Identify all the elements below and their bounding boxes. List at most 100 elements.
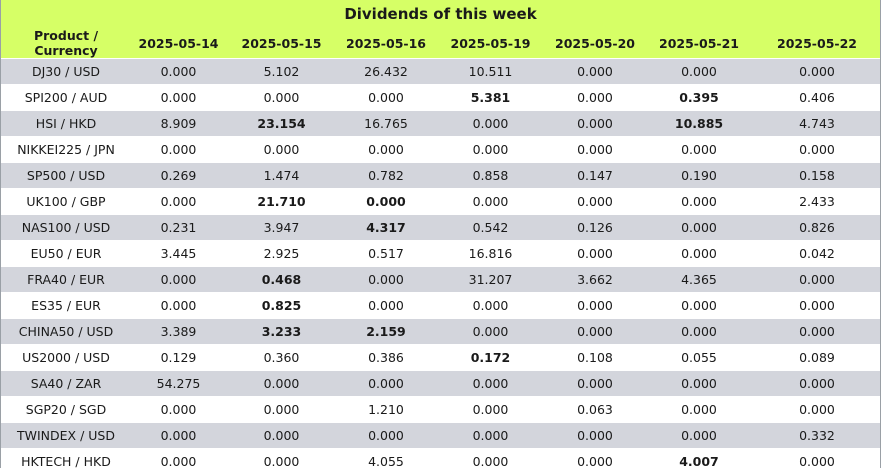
dividend-value-cell: 0.000 (337, 137, 435, 163)
product-cell: CHINA50 / USD (1, 319, 131, 345)
dividend-value-cell: 0.231 (131, 215, 226, 241)
dividend-value-cell: 0.000 (435, 397, 546, 423)
dividend-value-cell: 3.233 (226, 319, 337, 345)
dividend-value-cell: 0.386 (337, 345, 435, 371)
dividend-value-cell: 0.000 (131, 189, 226, 215)
dividend-value-cell: 0.000 (337, 189, 435, 215)
dividend-value-cell: 0.000 (435, 111, 546, 137)
dividend-value-cell: 3.389 (131, 319, 226, 345)
dividend-value-cell: 0.468 (226, 267, 337, 293)
dividend-value-cell: 10.885 (644, 111, 754, 137)
dividend-value-cell: 0.360 (226, 345, 337, 371)
dividend-value-cell: 0.147 (546, 163, 644, 189)
dividend-value-cell: 21.710 (226, 189, 337, 215)
dividend-value-cell: 0.000 (754, 59, 880, 85)
dividend-value-cell: 2.433 (754, 189, 880, 215)
dividend-value-cell: 0.000 (337, 423, 435, 449)
dividend-value-cell: 0.000 (131, 59, 226, 85)
product-cell: DJ30 / USD (1, 59, 131, 85)
dividend-value-cell: 0.000 (337, 371, 435, 397)
column-header-date: 2025-05-21 (644, 28, 754, 59)
dividend-value-cell: 0.000 (644, 59, 754, 85)
dividend-value-cell: 0.000 (644, 371, 754, 397)
dividend-value-cell: 5.381 (435, 85, 546, 111)
dividend-value-cell: 0.000 (546, 59, 644, 85)
dividend-value-cell: 2.925 (226, 241, 337, 267)
dividend-value-cell: 3.662 (546, 267, 644, 293)
dividend-value-cell: 0.000 (644, 189, 754, 215)
dividend-value-cell: 4.317 (337, 215, 435, 241)
dividend-value-cell: 0.000 (644, 215, 754, 241)
product-cell: TWINDEX / USD (1, 423, 131, 449)
dividend-value-cell: 4.743 (754, 111, 880, 137)
product-cell: SP500 / USD (1, 163, 131, 189)
dividend-value-cell: 0.000 (644, 293, 754, 319)
dividend-value-cell: 0.825 (226, 293, 337, 319)
dividend-value-cell: 16.816 (435, 241, 546, 267)
dividend-value-cell: 0.000 (226, 423, 337, 449)
column-header-date: 2025-05-16 (337, 28, 435, 59)
dividend-value-cell: 0.858 (435, 163, 546, 189)
product-cell: HKTECH / HKD (1, 449, 131, 474)
dividend-value-cell: 0.395 (644, 85, 754, 111)
dividend-value-cell: 0.332 (754, 423, 880, 449)
dividend-value-cell: 0.000 (754, 267, 880, 293)
dividend-value-cell: 0.406 (754, 85, 880, 111)
dividend-value-cell: 0.000 (435, 137, 546, 163)
dividend-value-cell: 0.000 (337, 85, 435, 111)
page-title: Dividends of this week (1, 0, 880, 28)
dividend-value-cell: 0.517 (337, 241, 435, 267)
dividend-value-cell: 26.432 (337, 59, 435, 85)
product-cell: SGP20 / SGD (1, 397, 131, 423)
dividend-value-cell: 0.000 (546, 85, 644, 111)
dividend-value-cell: 2.159 (337, 319, 435, 345)
dividend-value-cell: 0.172 (435, 345, 546, 371)
column-header-date: 2025-05-14 (131, 28, 226, 59)
dividend-value-cell: 0.089 (754, 345, 880, 371)
dividend-value-cell: 4.007 (644, 449, 754, 474)
dividend-value-cell: 5.102 (226, 59, 337, 85)
product-cell: NIKKEI225 / JPN (1, 137, 131, 163)
dividend-value-cell: 0.000 (131, 293, 226, 319)
dividend-value-cell: 0.055 (644, 345, 754, 371)
dividend-value-cell: 0.190 (644, 163, 754, 189)
dividend-value-cell: 23.154 (226, 111, 337, 137)
dividend-value-cell: 0.000 (435, 189, 546, 215)
dividend-value-cell: 0.000 (226, 449, 337, 474)
dividend-value-cell: 0.000 (226, 137, 337, 163)
dividend-value-cell: 0.000 (754, 319, 880, 345)
dividend-value-cell: 0.000 (644, 397, 754, 423)
product-cell: UK100 / GBP (1, 189, 131, 215)
dividend-value-cell: 0.000 (644, 137, 754, 163)
dividend-value-cell: 0.000 (435, 449, 546, 474)
dividend-value-cell: 31.207 (435, 267, 546, 293)
dividend-value-cell: 0.000 (644, 241, 754, 267)
dividend-value-cell: 0.000 (337, 293, 435, 319)
dividend-value-cell: 0.000 (546, 111, 644, 137)
dividend-value-cell: 1.210 (337, 397, 435, 423)
dividend-value-cell: 0.000 (754, 371, 880, 397)
dividend-value-cell: 4.365 (644, 267, 754, 293)
product-cell: SPI200 / AUD (1, 85, 131, 111)
dividend-value-cell: 0.000 (546, 371, 644, 397)
dividend-value-cell: 0.269 (131, 163, 226, 189)
dividend-value-cell: 0.000 (226, 371, 337, 397)
product-cell: ES35 / EUR (1, 293, 131, 319)
dividend-value-cell: 54.275 (131, 371, 226, 397)
column-header-date: 2025-05-22 (754, 28, 880, 59)
column-header-date: 2025-05-15 (226, 28, 337, 59)
dividend-value-cell: 0.000 (754, 137, 880, 163)
product-cell: HSI / HKD (1, 111, 131, 137)
dividend-value-cell: 0.000 (546, 189, 644, 215)
